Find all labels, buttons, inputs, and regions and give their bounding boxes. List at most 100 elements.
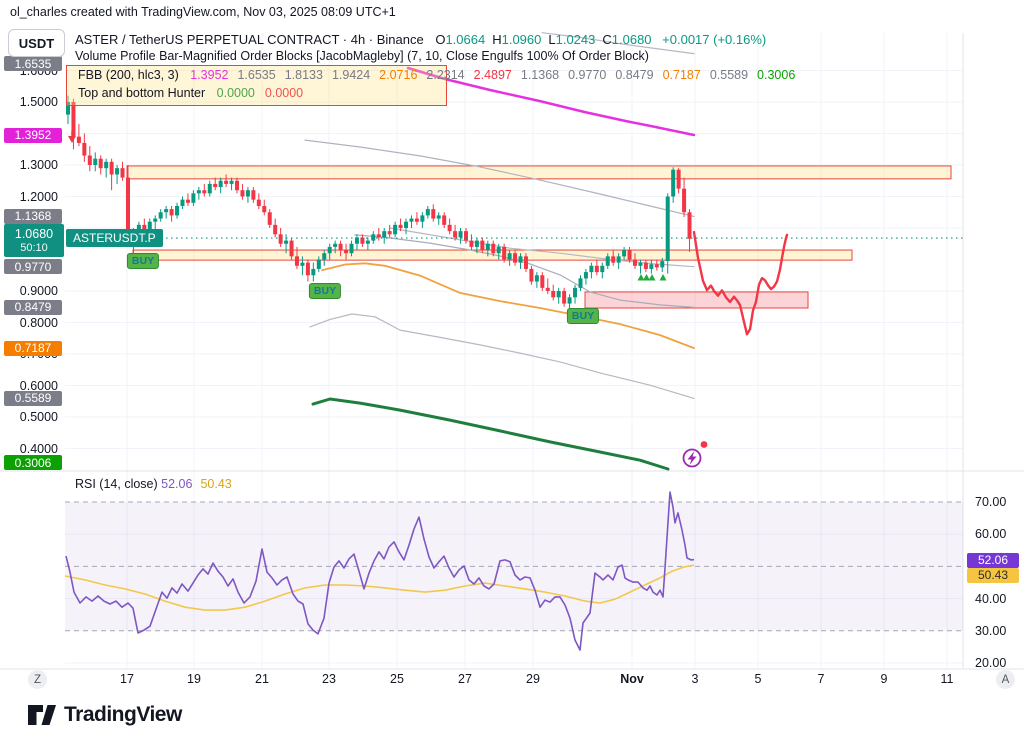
hunter-projection-path [692, 230, 789, 336]
rsi-axis-label: 40.00 [975, 591, 1007, 606]
buy-signal-badge: BUY [126, 253, 160, 269]
time-axis-label: Nov [620, 672, 644, 686]
hunter-values: 0.0000 0.0000 [217, 86, 313, 100]
time-axis-label: 5 [754, 672, 762, 686]
fbb-value: 1.8133 [284, 67, 323, 82]
fbb-0.3006 [311, 397, 670, 471]
price-axis-label: 1.2000 [19, 189, 58, 204]
order-block-upper [126, 165, 952, 180]
time-axis-label: 23 [322, 672, 336, 686]
buy-arrow-icon [643, 274, 650, 281]
time-axis-label: 27 [458, 672, 472, 686]
currency-toggle-button[interactable]: USDT [8, 29, 65, 57]
fbb-0.5589 [309, 313, 695, 399]
price-axis-badge: 1.3952 [4, 127, 62, 143]
scroll-edge-left: Z [28, 670, 47, 689]
fbb-legend-highlight-box [66, 65, 447, 106]
ohlc-item: H1.0960 [492, 32, 542, 47]
fbb-value: 1.1368 [520, 67, 560, 82]
buy-arrow-icon [659, 274, 667, 281]
rsi-legend-row[interactable]: RSI (14, close) 52.06 50.43 [75, 477, 240, 491]
rsi-legend-values: 52.06 50.43 [161, 477, 240, 491]
scroll-edge-right: A [996, 670, 1015, 689]
rsi-axis-label: 70.00 [975, 495, 1007, 509]
indicator-legend-hunter[interactable]: Top and bottom Hunter 0.0000 0.0000 [78, 86, 313, 100]
notification-dot [700, 441, 708, 448]
buy-signal-badge: BUY [566, 308, 600, 324]
time-axis-label: 3 [691, 672, 699, 686]
ohlc-item: O1.0664 [435, 32, 486, 47]
indicator-volume-profile-label: Volume Profile Bar-Magnified Order Block… [75, 49, 649, 63]
fbb-label: FBB (200, hlc3, 3) [78, 67, 179, 82]
change-value: +0.0017 (+0.16%) [662, 32, 767, 47]
fbb-values: 1.3952 1.6535 1.8133 1.9424 2.0716 2.2314 2.48… [190, 68, 804, 82]
symbol-title: ASTER / TetherUS PERPETUAL CONTRACT · 4h… [75, 32, 424, 47]
tradingview-logo[interactable]: TradingView [28, 703, 182, 727]
price-axis-label: 1.5000 [19, 95, 58, 109]
rsi-band [65, 501, 963, 632]
fbb-value: 0.5589 [709, 67, 749, 82]
fbb-0.7187 [321, 262, 695, 349]
fbb-value: 0.9770 [568, 67, 607, 82]
price-axis-badge: 0.5589 [4, 390, 62, 406]
buy-signal-badge: BUY [308, 283, 342, 299]
current-price-label: 1.0680 50:10 [4, 223, 64, 257]
order-block-bear [584, 291, 809, 309]
price-axis-label: 0.8000 [19, 315, 58, 330]
rsi-lines [64, 491, 695, 651]
fbb-value: 1.9424 [331, 67, 371, 82]
flash-icon[interactable] [682, 441, 708, 468]
projection-layer [692, 230, 789, 336]
price-axis-badge: 0.9770 [4, 259, 62, 275]
fbb-value: 2.0716 [379, 67, 418, 82]
price-axis-label: 1.3000 [19, 158, 58, 172]
symbol-legend-row[interactable]: ASTER / TetherUS PERPETUAL CONTRACT · 4h… [75, 32, 766, 47]
time-axis-label: 19 [187, 672, 201, 686]
indicator-legend-volume-profile[interactable]: Volume Profile Bar-Magnified Order Block… [75, 49, 649, 63]
time-axis-label: 11 [940, 672, 954, 686]
time-axis-label: 9 [880, 672, 888, 686]
rsi-legend-value: 52.06 [161, 477, 193, 491]
rsi-axis-label: 20.00 [975, 655, 1007, 670]
tradingview-logo-text: TradingView [64, 703, 182, 726]
price-axis-label: 0.9000 [19, 284, 58, 298]
fbb-0.9770 [389, 227, 695, 268]
time-axis-label: 21 [255, 672, 269, 686]
ohlc-item: C1.0680 [602, 32, 652, 47]
fbb-value: 0.3006 [757, 67, 796, 82]
tradingview-logo-mark [28, 705, 56, 725]
fbb-value: 2.4897 [473, 67, 512, 82]
fbb-bands [304, 32, 696, 471]
hunter-label: Top and bottom Hunter [78, 85, 206, 100]
rsi-ma-line [64, 564, 695, 611]
fbb-1.3952 [406, 66, 696, 137]
order-blocks [126, 165, 952, 309]
time-axis-label: 25 [390, 672, 404, 686]
time-axis-label: 17 [120, 672, 134, 686]
hunter-value: 0.0000 [216, 85, 255, 100]
fbb-1.6535 [541, 32, 695, 55]
current-price-value: 1.0680 [14, 226, 54, 241]
fbb-0.8479 [354, 234, 695, 308]
indicator-legend-fbb[interactable]: FBB (200, hlc3, 3) 1.3952 1.6535 1.8133 1.9… [78, 68, 804, 82]
rsi-legend-value: 50.43 [200, 477, 232, 491]
fbb-value: 2.2314 [426, 67, 465, 82]
rsi-line [65, 491, 695, 651]
ohlc-values: O1.0664 H1.0960 L1.0243 C1.0680 [435, 32, 658, 47]
buy-arrow-icon [648, 274, 656, 281]
signal-markers [68, 131, 667, 281]
time-axis-label: 7 [817, 672, 825, 686]
ohlc-item: L1.0243 [548, 32, 596, 47]
price-axis-badge: 1.1368 [4, 208, 62, 224]
attribution-text: ol_charles created with TradingView.com,… [10, 5, 396, 19]
price-axis-badge: 0.3006 [4, 455, 62, 470]
lightning-bolt-glyph [687, 451, 697, 465]
fbb-value: 1.3952 [190, 67, 229, 82]
candles[interactable] [66, 95, 692, 314]
symbol-price-tag: ASTERUSDT.P [66, 228, 163, 247]
fbb-value: 0.7187 [662, 67, 701, 82]
rsi-axis-label: 30.00 [975, 623, 1007, 638]
price-axis-badge: 0.8479 [4, 299, 62, 315]
